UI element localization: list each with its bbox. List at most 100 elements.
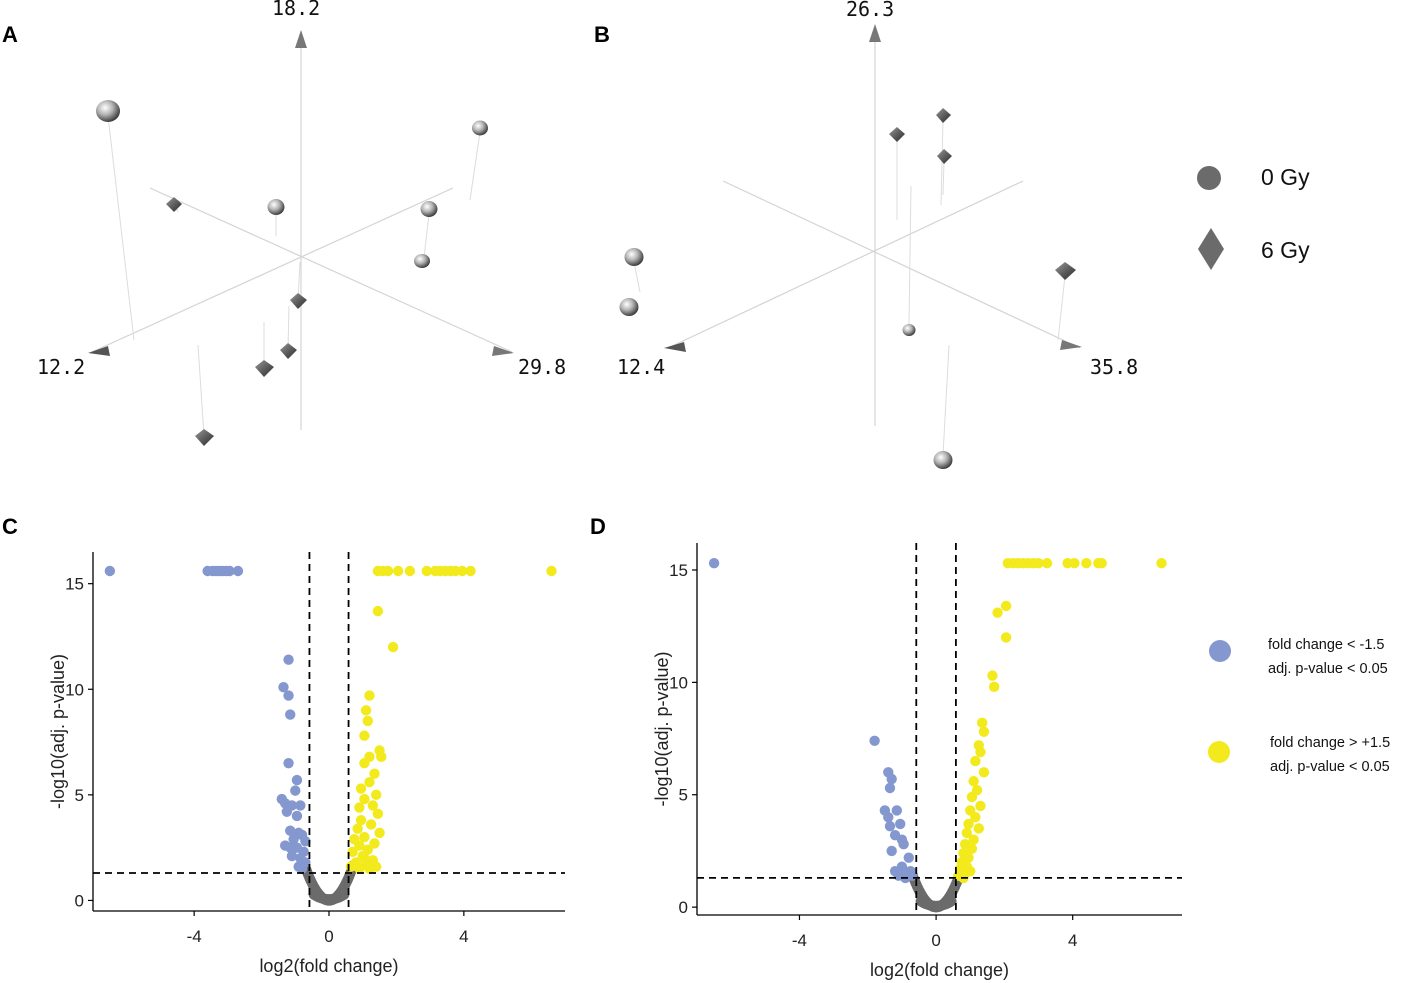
- up-point: [978, 767, 990, 778]
- up-point: [371, 789, 382, 801]
- up-point: [966, 843, 978, 854]
- down-point: [905, 865, 916, 877]
- pca-b-axes: [667, 40, 1081, 426]
- down-point: [296, 863, 308, 874]
- up-point: [372, 808, 384, 820]
- down-point: [283, 757, 294, 769]
- up-point: [364, 776, 375, 788]
- pca-a-sphere: [414, 254, 430, 268]
- up-point: [456, 565, 468, 577]
- up-point: [365, 819, 377, 830]
- pca-a-sphere: [420, 201, 438, 217]
- legend-6gy-diamond-icon: [1198, 228, 1224, 270]
- volcano-chart-c: -4 0 4 0 5 10 15 log2(fold change) -log10(adj. p…: [48, 552, 565, 976]
- up-point: [1033, 558, 1044, 569]
- up-point: [1081, 558, 1092, 569]
- pca-b-right-label: 35.8: [1090, 355, 1138, 379]
- up-point: [975, 746, 986, 758]
- down-point: [224, 565, 235, 577]
- up-point: [404, 565, 416, 577]
- pca-b-diamond: [936, 108, 951, 123]
- pca-a-drop-lines: [107, 115, 481, 437]
- up-point: [347, 846, 358, 858]
- y-tick-label: 5: [679, 786, 688, 805]
- up-point: [359, 831, 370, 843]
- down-regulated-series: [104, 565, 311, 874]
- pca-b-drop-lines: [633, 119, 1066, 456]
- pca-b-sphere: [624, 248, 644, 266]
- legend-up-line1: fold change > +1.5: [1270, 735, 1390, 751]
- ns-point: [338, 889, 350, 900]
- up-point: [355, 783, 367, 794]
- up-point: [382, 565, 394, 577]
- down-point: [104, 565, 116, 577]
- pca-a-right-label: 29.8: [518, 355, 566, 379]
- y-tick-label: 15: [65, 575, 84, 594]
- up-point: [976, 717, 988, 729]
- pca-a-sphere: [267, 199, 285, 215]
- pca-a-left-arrow: [88, 346, 110, 356]
- down-point: [278, 681, 289, 693]
- y-axis-title: -log10(adj. p-value): [652, 651, 672, 806]
- up-point: [421, 565, 432, 577]
- up-point: [973, 823, 984, 834]
- up-point: [359, 757, 370, 769]
- up-point: [355, 814, 367, 826]
- up-point: [1069, 558, 1080, 569]
- up-point: [970, 812, 981, 823]
- legend-down-line2: adj. p-value < 0.05: [1268, 661, 1388, 677]
- pca-a-right-arrow: [492, 346, 514, 356]
- up-point: [387, 641, 399, 653]
- pca-a-left-label: 12.2: [37, 355, 85, 379]
- panel-a: A 18.2 12.2 29.8: [2, 0, 566, 446]
- up-point: [369, 768, 380, 779]
- x-tick-label: 4: [1068, 931, 1077, 950]
- panel-d-letter: D: [590, 514, 606, 539]
- up-point: [968, 834, 979, 845]
- up-point: [963, 818, 974, 830]
- down-point: [281, 806, 293, 817]
- legend-6gy-label: 6 Gy: [1261, 237, 1310, 263]
- panel-b-letter: B: [594, 22, 610, 47]
- legend-up-dot-icon: [1208, 741, 1230, 763]
- up-point: [362, 715, 373, 727]
- pca-b-diamond: [1055, 262, 1076, 280]
- down-point: [288, 834, 299, 845]
- down-point: [883, 812, 894, 823]
- ns-points: [906, 866, 966, 913]
- up-point: [359, 853, 370, 864]
- down-point: [708, 558, 720, 569]
- up-point: [354, 840, 365, 851]
- down-point: [895, 818, 906, 830]
- pca-b-sphere: [933, 451, 953, 469]
- pca-b-right-arrow: [1060, 340, 1082, 350]
- up-point: [970, 755, 981, 767]
- up-point: [367, 800, 379, 811]
- pca-a-diamond: [255, 360, 274, 377]
- pca-b-up-label: 26.3: [846, 0, 894, 21]
- panel-c-letter: C: [2, 514, 18, 539]
- y-tick-label: 0: [679, 898, 688, 917]
- up-point: [354, 863, 365, 874]
- down-point: [891, 805, 903, 816]
- pca-a-diamond: [290, 293, 307, 309]
- up-point: [372, 605, 384, 617]
- up-point: [392, 565, 404, 577]
- down-point: [285, 709, 296, 720]
- legend-down-line1: fold change < -1.5: [1268, 637, 1385, 653]
- y-tick-label: 10: [65, 680, 84, 699]
- pca-a-sphere: [96, 100, 120, 122]
- y-tick-label: 15: [669, 561, 688, 580]
- up-point: [966, 791, 978, 803]
- up-point: [992, 607, 1003, 618]
- down-point: [286, 850, 298, 862]
- up-point: [1041, 558, 1053, 569]
- pca-b-sphere: [902, 324, 916, 336]
- up-point: [546, 565, 557, 577]
- y-axis-title: -log10(adj. p-value): [48, 654, 68, 809]
- pca-b-points: [619, 108, 1076, 469]
- pca-b-left-arrow: [664, 342, 686, 352]
- pca-b-diamond: [937, 149, 952, 164]
- up-point: [369, 838, 380, 849]
